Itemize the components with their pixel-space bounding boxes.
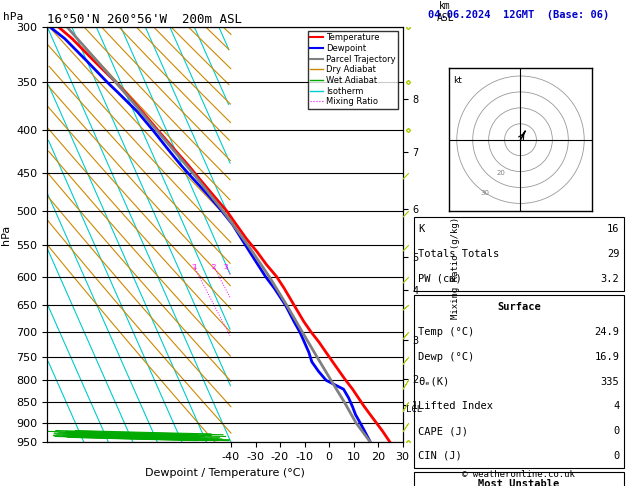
Text: Most Unstable: Most Unstable xyxy=(478,480,560,486)
Text: 3.2: 3.2 xyxy=(601,274,620,284)
Text: PW (cm): PW (cm) xyxy=(418,274,462,284)
Text: 0: 0 xyxy=(613,451,620,461)
Text: kt: kt xyxy=(454,76,462,85)
Text: 3: 3 xyxy=(224,264,228,270)
Text: Mixing Ratio (g/kg): Mixing Ratio (g/kg) xyxy=(452,217,460,319)
Text: © weatheronline.co.uk: © weatheronline.co.uk xyxy=(462,470,576,479)
Text: Surface: Surface xyxy=(497,302,541,312)
Text: 0: 0 xyxy=(613,426,620,436)
Text: 20: 20 xyxy=(497,170,506,176)
Text: km
ASL: km ASL xyxy=(437,1,454,22)
Text: CAPE (J): CAPE (J) xyxy=(418,426,469,436)
Text: CIN (J): CIN (J) xyxy=(418,451,462,461)
Text: 30: 30 xyxy=(481,191,489,196)
Text: 16.9: 16.9 xyxy=(594,352,620,362)
Text: LCL: LCL xyxy=(406,405,422,414)
Text: 335: 335 xyxy=(601,377,620,386)
Bar xyxy=(414,295,624,469)
Text: hPa: hPa xyxy=(3,12,23,22)
Text: Totals Totals: Totals Totals xyxy=(418,249,499,259)
Text: 16°50'N 260°56'W  200m ASL: 16°50'N 260°56'W 200m ASL xyxy=(47,13,242,26)
Legend: Temperature, Dewpoint, Parcel Trajectory, Dry Adiabat, Wet Adiabat, Isotherm, Mi: Temperature, Dewpoint, Parcel Trajectory… xyxy=(308,31,398,109)
Bar xyxy=(414,472,624,486)
Text: 2: 2 xyxy=(212,264,216,270)
Bar xyxy=(414,217,624,291)
Text: 4: 4 xyxy=(613,401,620,411)
Text: θₑ(K): θₑ(K) xyxy=(418,377,450,386)
Text: Dewp (°C): Dewp (°C) xyxy=(418,352,475,362)
Text: 24.9: 24.9 xyxy=(594,327,620,337)
Text: 1: 1 xyxy=(192,264,196,270)
Text: Lifted Index: Lifted Index xyxy=(418,401,493,411)
Y-axis label: hPa: hPa xyxy=(1,225,11,244)
Text: 29: 29 xyxy=(607,249,620,259)
X-axis label: Dewpoint / Temperature (°C): Dewpoint / Temperature (°C) xyxy=(145,468,305,478)
Text: 04.06.2024  12GMT  (Base: 06): 04.06.2024 12GMT (Base: 06) xyxy=(428,10,610,19)
Text: Temp (°C): Temp (°C) xyxy=(418,327,475,337)
Text: K: K xyxy=(418,224,425,234)
Text: 16: 16 xyxy=(607,224,620,234)
